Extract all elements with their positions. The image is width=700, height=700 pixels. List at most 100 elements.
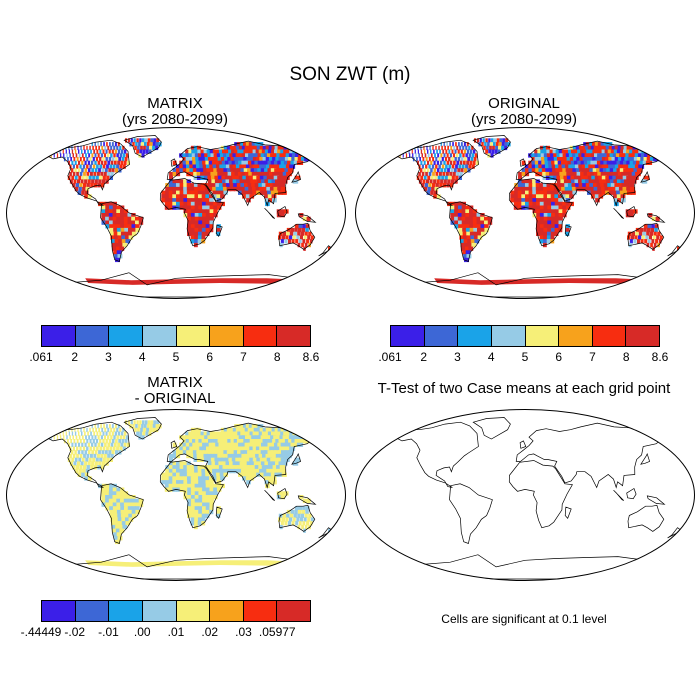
grid-cell [586,142,592,147]
grid-cell [98,450,101,455]
grid-cell [191,435,196,440]
grid-cell [194,149,199,154]
grid-cell [277,168,284,173]
grid-cell [243,149,249,154]
grid-cell [218,431,224,436]
grid-cell [101,487,106,492]
grid-cell [245,164,252,169]
grid-cell [572,190,577,195]
grid-cell [279,171,285,177]
grid-cell [56,435,59,440]
grid-cell [484,227,489,233]
grid-cell [217,205,222,210]
grid-cell [138,142,141,147]
grid-cell [609,153,616,158]
grid-cell [127,506,133,511]
grid-cell [261,160,267,165]
grid-cell [93,465,98,470]
grid-cell [574,164,580,169]
grid-cell [105,205,110,210]
grid-cell [254,442,260,447]
grid-cell [186,179,191,184]
grid-cell [121,157,125,162]
grid-cell [554,213,560,218]
grid-cell [213,171,219,177]
grid-cell [205,502,210,507]
grid-cell [289,164,296,169]
grid-cell [294,439,301,444]
grid-cell [83,171,86,177]
grid-cell [179,179,184,184]
grid-cell [282,164,289,169]
grid-cell [183,190,188,195]
grid-cell [297,242,301,248]
grid-cell [554,209,560,214]
grid-cell [198,227,203,233]
panel-title-diff: MATRIX - ORIGINAL [5,375,345,407]
grid-cell [263,190,269,195]
grid-cell [275,446,282,451]
grid-cell [565,194,570,199]
grid-cell [563,175,568,180]
grid-cell [69,153,71,158]
grid-cell [466,235,472,240]
grid-cell [203,168,208,173]
grid-cell [552,168,557,173]
grid-cell [240,439,246,444]
grid-cell [608,164,614,169]
grid-cell [266,457,272,462]
grid-cell [89,427,91,433]
grid-cell [205,201,211,207]
grid-cell [536,213,541,218]
grid-cell [209,483,214,489]
grid-cell [232,145,238,151]
grid-cell [179,198,184,203]
grid-cell [99,149,102,154]
grid-cell [85,175,89,180]
grid-cell [211,439,216,444]
grid-cell [451,164,455,169]
grid-cell [435,171,439,177]
grid-cell [81,442,84,447]
grid-cell [259,468,265,474]
grid-cell [598,157,605,162]
grid-cell [194,186,199,192]
grid-cell [583,171,589,177]
grid-cell [454,201,459,207]
grid-cell [562,213,567,218]
grid-cell [238,175,244,180]
grid-cell [205,513,210,518]
grid-cell [255,468,261,474]
grid-cell [198,224,203,229]
grid-cell [124,509,129,515]
grid-cell [602,179,608,184]
grid-cell [613,149,620,154]
grid-cell [107,160,110,165]
grid-cell [581,164,587,169]
grid-cell [616,160,623,165]
grid-cell [218,183,224,188]
grid-cell [621,183,627,188]
grid-cell [458,220,463,225]
grid-cell [114,424,117,429]
grid-cell [551,216,556,221]
grid-cell [131,227,137,233]
grid-cell [230,450,236,455]
grid-cell [484,216,489,221]
grid-cell [257,442,264,447]
grid-cell [246,439,252,444]
grid-cell [190,227,195,233]
grid-cell [521,168,526,173]
grid-cell [654,227,658,233]
grid-cell [296,160,304,165]
grid-cell [168,179,173,184]
grid-cell [463,149,466,154]
grid-cell [201,198,207,203]
grid-cell [112,495,117,500]
grid-cell [112,205,117,210]
grid-cell [217,171,222,177]
grid-cell [161,472,166,477]
grid-cell [528,160,533,165]
grid-cell [86,183,90,188]
grid-cell [168,190,173,195]
